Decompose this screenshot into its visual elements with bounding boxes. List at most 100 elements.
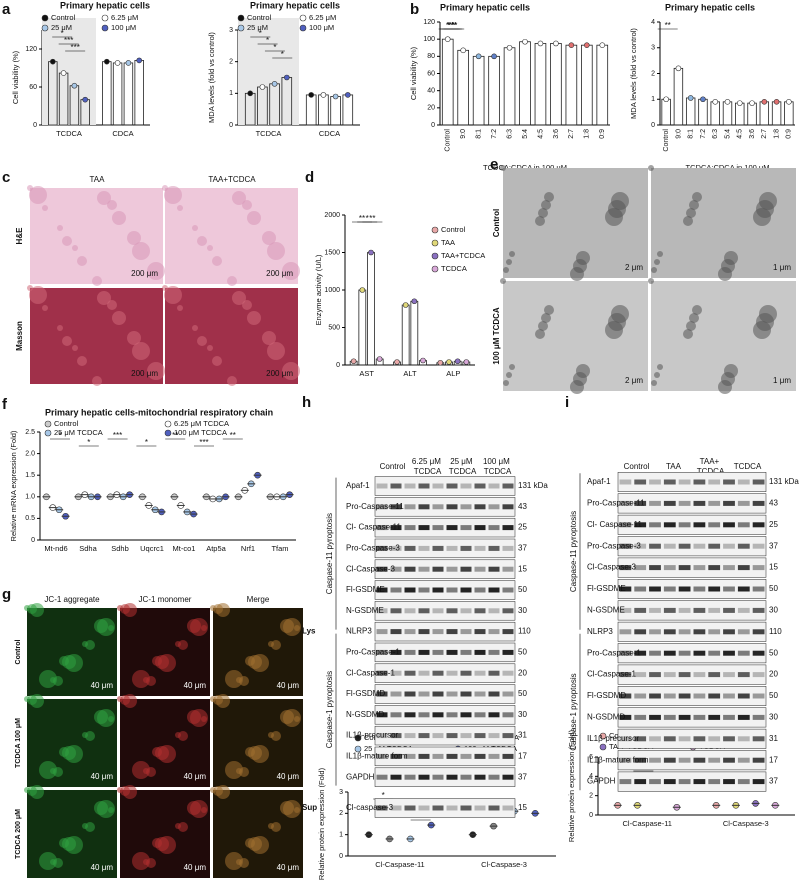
- bar: [771, 101, 782, 126]
- band: [474, 691, 486, 697]
- scale-bar-label: 200 μm: [131, 269, 158, 278]
- y-axis-label: Cell viability (%): [11, 50, 20, 104]
- histology-image: [165, 188, 298, 284]
- band: [404, 545, 416, 551]
- panel-letter: f: [2, 396, 8, 413]
- band: [390, 691, 402, 697]
- texture: [42, 305, 48, 311]
- row-label: Pro-Caspase-11: [346, 502, 404, 511]
- band: [488, 629, 500, 635]
- band: [432, 733, 444, 739]
- bar: [134, 60, 144, 126]
- y-tick-label: 2.0: [25, 450, 35, 457]
- texture: [251, 745, 269, 763]
- kda-label: 31: [518, 731, 527, 740]
- texture: [39, 761, 57, 779]
- band: [474, 670, 486, 676]
- panel-letter: d: [305, 169, 314, 186]
- x-tick-label: Cl-Caspase-3: [723, 819, 769, 828]
- band: [723, 779, 735, 785]
- row-label: Cl- Caspase-11: [346, 523, 402, 532]
- band: [488, 483, 500, 489]
- data-dot: [394, 359, 400, 365]
- band: [432, 525, 444, 531]
- band: [663, 543, 676, 549]
- significance: **: [172, 431, 178, 440]
- texture: [30, 785, 44, 799]
- kda-label: 30: [769, 606, 778, 615]
- band: [376, 545, 388, 551]
- band: [634, 607, 647, 613]
- blot-strip: [617, 643, 767, 664]
- texture: [42, 205, 48, 211]
- legend-swatch: [237, 24, 245, 32]
- texture: [251, 654, 269, 672]
- texture: [683, 216, 693, 226]
- data-dot: [444, 36, 451, 42]
- band: [663, 714, 676, 720]
- texture: [651, 380, 657, 386]
- band: [752, 736, 765, 742]
- texture: [541, 313, 551, 323]
- band: [708, 714, 721, 720]
- band: [488, 733, 500, 739]
- data-dot: [49, 58, 56, 65]
- bar: [488, 55, 500, 126]
- shade: [42, 18, 96, 125]
- band: [432, 504, 444, 510]
- texture: [127, 331, 141, 345]
- band: [619, 607, 632, 613]
- band: [502, 504, 514, 510]
- texture: [509, 364, 515, 370]
- band: [488, 712, 500, 718]
- texture: [294, 807, 300, 813]
- kda-label: 20: [518, 668, 527, 677]
- band: [619, 736, 632, 742]
- band: [723, 500, 735, 506]
- data-dot: [376, 356, 383, 362]
- texture: [190, 800, 208, 818]
- shade: [238, 18, 299, 125]
- band: [752, 629, 765, 635]
- panel-letter: h: [302, 394, 311, 411]
- kda-label: 15: [518, 803, 527, 812]
- data-dot: [446, 359, 452, 365]
- bar: [472, 55, 485, 126]
- texture: [225, 852, 243, 870]
- band: [376, 608, 388, 614]
- blot-strip: [617, 536, 767, 557]
- band: [390, 670, 402, 676]
- y-tick-label: 6: [589, 754, 593, 761]
- legend-swatch: [299, 14, 307, 22]
- band: [432, 608, 444, 614]
- texture: [190, 618, 208, 636]
- band: [678, 672, 691, 678]
- texture: [192, 325, 198, 331]
- texture: [39, 670, 57, 688]
- band: [404, 691, 416, 697]
- band: [390, 525, 402, 531]
- group-label: Caspase-1 pyroptosis: [569, 673, 578, 750]
- band: [502, 629, 514, 635]
- row-label: Masson: [15, 321, 24, 351]
- kda-label: 25: [518, 523, 527, 532]
- band: [502, 587, 514, 593]
- label-line: TAA+: [700, 457, 722, 466]
- band: [502, 733, 514, 739]
- texture: [239, 767, 249, 777]
- data-dot: [125, 60, 132, 66]
- data-dot: [568, 42, 575, 48]
- texture: [225, 761, 243, 779]
- band: [418, 774, 430, 780]
- band: [502, 691, 514, 697]
- band: [376, 629, 388, 635]
- texture: [132, 242, 150, 260]
- band: [474, 587, 486, 593]
- band: [619, 479, 632, 485]
- panel-letter: e: [490, 156, 498, 173]
- blot-strip: [617, 514, 767, 535]
- kda-label: 17: [518, 752, 527, 761]
- band: [376, 733, 388, 739]
- band: [619, 672, 632, 678]
- band: [432, 483, 444, 489]
